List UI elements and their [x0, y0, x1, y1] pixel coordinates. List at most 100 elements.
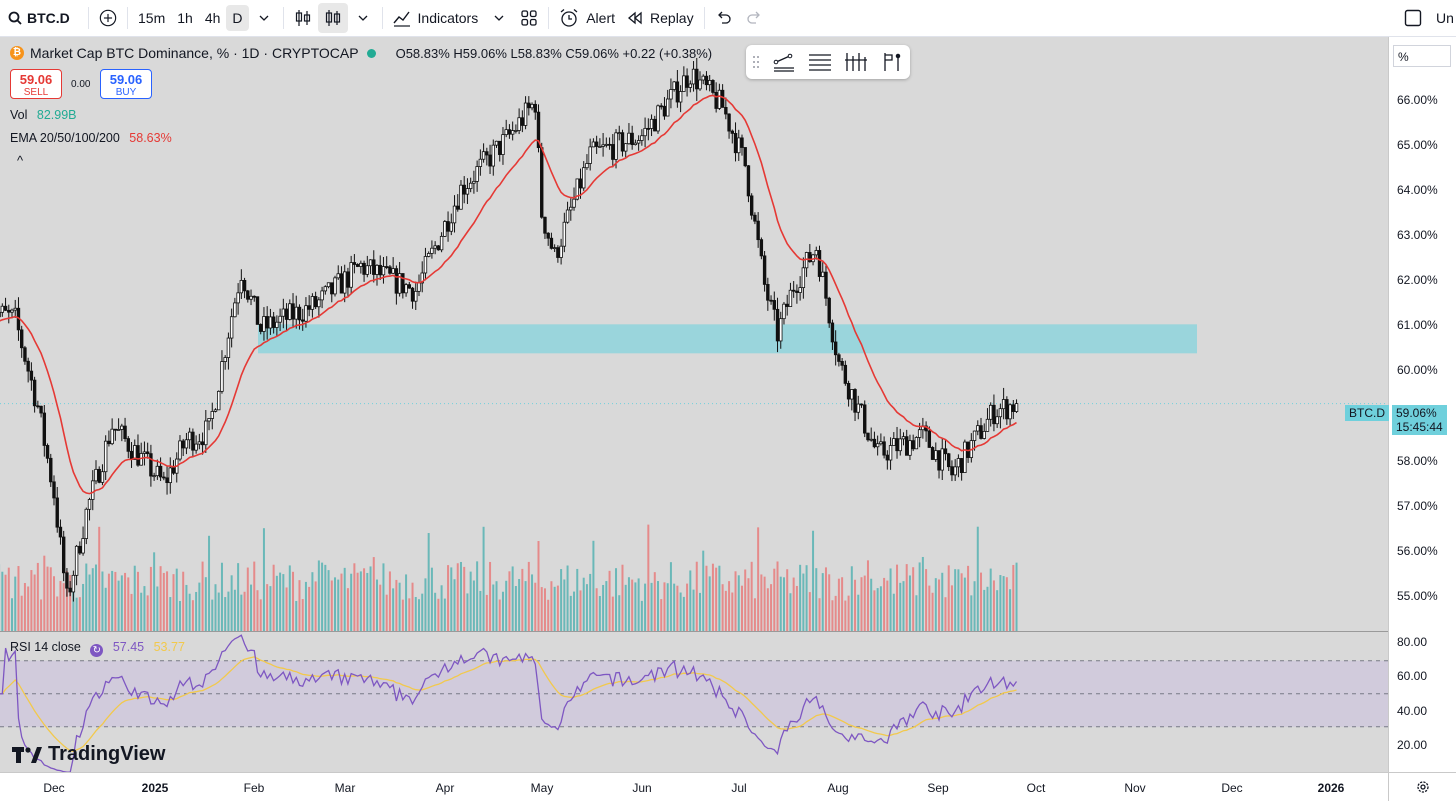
- interval-dropdown[interactable]: [249, 0, 279, 36]
- volume-bar: [1012, 565, 1014, 631]
- time-tick: Jul: [731, 781, 746, 795]
- volume-bar: [521, 569, 523, 631]
- legend-title[interactable]: Market Cap BTC Dominance, % · 1D · CRYPT…: [30, 45, 359, 61]
- horizontal-lines-icon: [808, 51, 832, 73]
- fullscreen-button[interactable]: [1398, 0, 1428, 36]
- candle-body: [240, 280, 243, 292]
- chart-area[interactable]: ₿ Market Cap BTC Dominance, % · 1D · CRY…: [0, 37, 1456, 800]
- trend-line-tool[interactable]: [766, 45, 802, 79]
- indicators-button[interactable]: Indicators: [387, 0, 485, 36]
- candle-body: [379, 265, 382, 274]
- volume-bar: [14, 577, 16, 631]
- candle-body: [49, 458, 52, 482]
- tradingview-logo[interactable]: TradingView: [12, 743, 165, 766]
- rsi-pane[interactable]: [0, 632, 1388, 772]
- candle-body: [366, 266, 369, 275]
- divider: [283, 7, 284, 29]
- volume-bar: [450, 567, 452, 631]
- volume-bar: [589, 574, 591, 631]
- volume-bar: [547, 600, 549, 631]
- symbol-search[interactable]: BTC.D: [0, 0, 84, 36]
- volume-bar: [654, 572, 656, 631]
- candle-body: [298, 307, 301, 320]
- chart-type-dropdown[interactable]: [348, 0, 378, 36]
- volume-bar: [460, 562, 462, 631]
- price-pane[interactable]: [0, 37, 1388, 631]
- volume-bar: [370, 566, 372, 631]
- bar-countdown: 15:45:44: [1396, 420, 1443, 434]
- candle-body: [1015, 404, 1018, 412]
- candle-body: [683, 76, 686, 92]
- candle-body: [208, 418, 211, 421]
- time-axis[interactable]: Dec 2025 Feb Mar Apr May Jun Jul Aug Sep…: [0, 772, 1456, 801]
- bars-style-button[interactable]: [288, 0, 318, 36]
- volume-bar: [247, 568, 249, 631]
- candle-body: [334, 278, 337, 294]
- volume-bar: [256, 590, 258, 631]
- volume-bar: [686, 584, 688, 631]
- volume-bar: [215, 584, 217, 631]
- volume-bar: [76, 598, 78, 631]
- candle-body: [66, 573, 69, 588]
- candle-body: [799, 288, 802, 293]
- rsi-legend[interactable]: RSI 14 close ↻ 57.45 53.77: [10, 640, 185, 657]
- horizontal-lines-tool[interactable]: [802, 45, 838, 79]
- candle-body: [954, 467, 957, 475]
- price-scale-unit[interactable]: %: [1393, 45, 1451, 67]
- candles-style-button[interactable]: [318, 3, 348, 33]
- fib-tool[interactable]: [838, 45, 874, 79]
- indicators-dropdown[interactable]: [484, 0, 514, 36]
- redo-button[interactable]: [739, 0, 769, 36]
- alert-button[interactable]: Alert: [553, 0, 621, 36]
- layouts-button[interactable]: [514, 0, 544, 36]
- candle-body: [95, 469, 98, 480]
- collapse-legend-button[interactable]: ^: [17, 153, 23, 168]
- annotation-tool[interactable]: [874, 45, 910, 79]
- interval-4h[interactable]: 4h: [199, 0, 227, 36]
- volume-bar: [796, 586, 798, 631]
- volume-bar: [108, 574, 110, 631]
- ema-value: 58.63%: [129, 131, 171, 145]
- candle-body: [463, 185, 466, 194]
- compare-symbol-button[interactable]: [93, 0, 123, 36]
- volume-bar: [202, 562, 204, 631]
- buy-button[interactable]: 59.06 BUY: [100, 69, 152, 99]
- drag-handle[interactable]: [746, 45, 766, 79]
- volume-bar: [182, 572, 184, 631]
- candle-body: [402, 274, 405, 293]
- volume-bar: [738, 575, 740, 631]
- volume-legend[interactable]: Vol 82.99B: [10, 108, 77, 122]
- candle-body: [744, 147, 747, 165]
- volume-bar: [337, 580, 339, 631]
- time-tick: Apr: [436, 781, 455, 795]
- interval-1h[interactable]: 1h: [171, 0, 199, 36]
- unnamed-layout-button[interactable]: Un: [1428, 0, 1456, 36]
- candle-body: [492, 145, 495, 166]
- time-tick: May: [531, 781, 554, 795]
- sell-button[interactable]: 59.06 SELL: [10, 69, 62, 99]
- volume-bar: [974, 581, 976, 631]
- ema-legend[interactable]: EMA 20/50/100/200 58.63%: [10, 131, 172, 145]
- volume-bar: [408, 598, 410, 631]
- interval-d[interactable]: D: [226, 5, 248, 31]
- volume-bar: [428, 533, 430, 631]
- price-axis[interactable]: % 66.00% 65.00% 64.00% 63.00% 62.00% 61.…: [1388, 37, 1456, 772]
- candle-body: [951, 467, 954, 475]
- support-zone: [258, 324, 1197, 353]
- interval-15m[interactable]: 15m: [132, 0, 171, 36]
- volume-bar: [415, 597, 417, 631]
- candle-body: [111, 429, 114, 443]
- volume-bar: [179, 601, 181, 631]
- candle-body: [708, 80, 711, 84]
- replay-button[interactable]: Replay: [621, 0, 700, 36]
- volume-bar: [27, 586, 29, 631]
- tradingview-logo-icon: [12, 747, 42, 763]
- candle-body: [873, 439, 876, 447]
- price-tick: 65.00%: [1397, 138, 1438, 152]
- tradingview-wordmark: TradingView: [48, 743, 165, 766]
- volume-bar: [282, 574, 284, 631]
- settings-button[interactable]: [1388, 773, 1456, 801]
- candle-body: [563, 222, 566, 246]
- volume-bar: [835, 596, 837, 631]
- undo-button[interactable]: [709, 0, 739, 36]
